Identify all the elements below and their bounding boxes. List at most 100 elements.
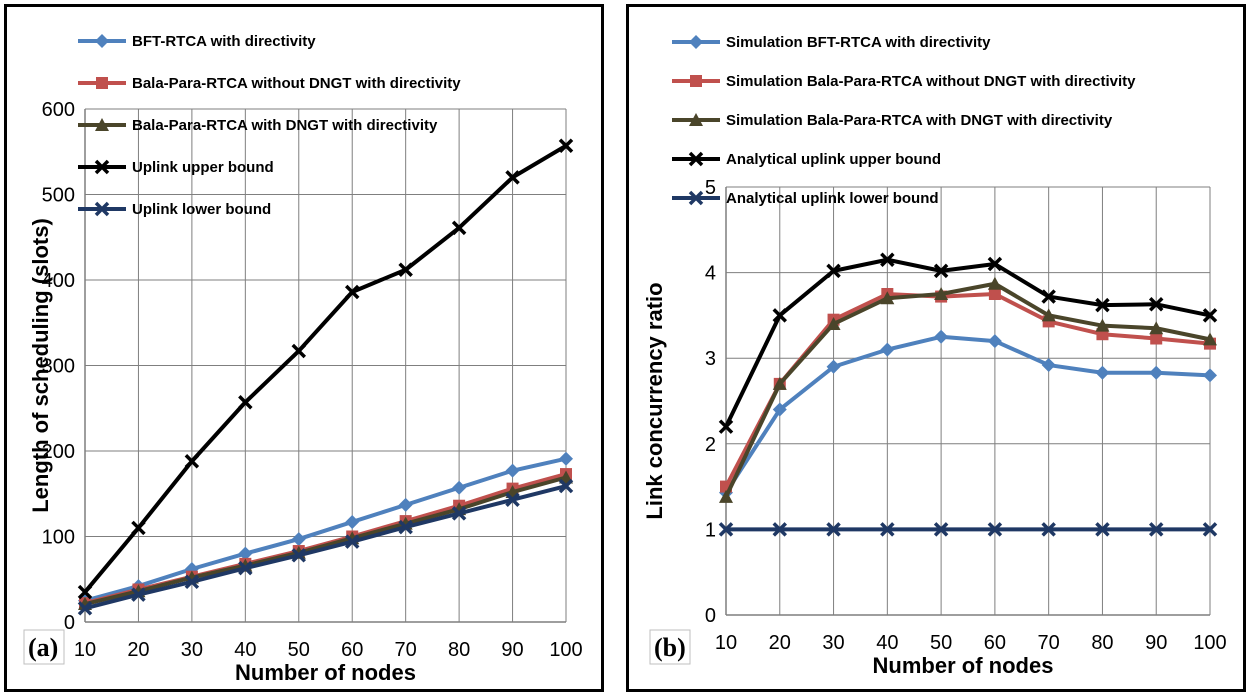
c0-series-0-point: [345, 514, 360, 529]
c0-series-3-point: [291, 343, 307, 359]
c1-series-4-point: [826, 522, 841, 537]
c1-series-3-point: [987, 256, 1003, 272]
chart-panel-b: 0 1 2 3 4 5 10 20 30 40 50 60 70 80 90 100 Number of nod…: [626, 4, 1246, 692]
c0-ytick-label: 100: [42, 527, 75, 549]
c0-series-3-line: [83, 144, 568, 594]
c1-series-0-point: [1203, 368, 1217, 383]
c0-series-0-point: [398, 497, 413, 512]
c1-series-2-point: [987, 276, 1002, 290]
c1-series-1-point: [988, 288, 1001, 300]
c0-ytick-label: 200: [42, 441, 75, 463]
c1-ytick-label: 0: [705, 605, 716, 627]
c1-series-3-point: [772, 308, 788, 323]
c0-xtick-label: 80: [448, 639, 470, 661]
c1-series-4-point: [1148, 522, 1164, 537]
c1-series-0-point: [1149, 365, 1164, 380]
c0-series-4-point: [77, 601, 93, 616]
c1-series-1: [720, 288, 1216, 493]
c0-series-4-point: [291, 548, 307, 563]
c0-legend-swatch-marker: [95, 34, 109, 48]
c1-series-2-point: [772, 376, 787, 390]
c0-legend-entry: BFT-RTCA with directivity: [132, 33, 316, 50]
c1-series-0-line: [724, 334, 1211, 494]
c1-series-4-point: [1041, 522, 1056, 537]
c0-series-3-point: [398, 262, 413, 277]
c1-series-0-point: [1041, 358, 1056, 373]
c1-series-0: [719, 329, 1217, 500]
c1-legend-entry: Simulation Bala-Para-RTCA without DNGT w…: [726, 73, 1136, 90]
c1-series-3-point: [880, 252, 895, 267]
c1-ytick-label: 4: [705, 263, 716, 285]
chart-a-svg: 0 100 200 300 400 500 600 10 20 30 40 50 60 70 80 90 100…: [23, 33, 583, 685]
c0-xtick-label: 90: [501, 639, 523, 661]
c1-legend-swatch-marker: [689, 35, 703, 49]
c1-xtick-label: 60: [984, 632, 1006, 654]
c0-panel-label: (a): [28, 633, 58, 662]
c1-xtick-label: 70: [1038, 632, 1060, 654]
c1-legend-entry: Simulation Bala-Para-RTCA with DNGT with…: [726, 112, 1113, 129]
c0-legend-swatch-marker: [94, 201, 110, 217]
c1-legend-entry: Analytical uplink upper bound: [726, 151, 941, 168]
c1-series-2-point: [1041, 308, 1056, 322]
c1-series-3-line: [724, 257, 1211, 428]
c0-series-3-point: [344, 284, 360, 300]
c0-series-4-point: [398, 519, 413, 535]
c1-series-2-point: [1149, 321, 1164, 335]
c0-series-4-point: [344, 534, 360, 549]
c1-series-4-point: [987, 522, 1003, 537]
c1-series-4-point: [880, 522, 895, 537]
chart-b-svg: 0 1 2 3 4 5 10 20 30 40 50 60 70 80 90 100 Number of nod…: [642, 34, 1227, 678]
c1-series-2-line: [724, 281, 1211, 498]
c1-xtick-label: 30: [822, 632, 844, 654]
c1-legend-swatch-marker: [689, 113, 703, 126]
c0-series-0-point: [291, 532, 306, 547]
c0-series-4: [77, 478, 574, 616]
c1-series-3-point: [1095, 297, 1110, 313]
c0-series-0-point: [559, 451, 573, 466]
c1-series-3-point: [1148, 297, 1164, 312]
c1-series-0-point: [826, 359, 841, 374]
c1-series-2-point: [719, 489, 733, 503]
c0-legend-swatch-marker: [94, 159, 110, 175]
c1-series-2-point: [934, 287, 949, 300]
c1-xtick-label: 40: [876, 632, 898, 654]
c1-x-axis-title: Number of nodes: [873, 653, 1054, 678]
c1-series-0-point: [934, 329, 949, 344]
c0-series-4-point: [131, 587, 146, 602]
c1-series-0-point: [1095, 365, 1110, 380]
c1-series-1-line: [724, 292, 1211, 488]
c0-xtick-label: 100: [549, 639, 582, 661]
c0-y-axis-title: Length of scheduling (slots): [28, 218, 53, 513]
c0-series-0-point: [238, 546, 253, 561]
c1-series-4-point: [718, 522, 734, 537]
c0-xtick-label: 60: [341, 639, 363, 661]
c1-series-0-point: [880, 342, 895, 357]
c1-series-3-point: [1041, 289, 1056, 304]
c1-series-1-point: [1150, 332, 1163, 345]
c1-ytick-label: 2: [705, 434, 716, 456]
c0-ytick-label: 0: [64, 612, 75, 634]
c1-ytick-label: 1: [705, 519, 716, 541]
c1-grid: [726, 186, 1211, 615]
c1-series-3-point: [826, 263, 841, 279]
c0-legend-entry: Uplink upper bound: [132, 159, 274, 176]
c1-series-2-point: [1095, 318, 1110, 332]
c0-series-4-point: [184, 574, 200, 590]
c0-panel-label-box: [23, 629, 65, 665]
c0-legend-entry: Uplink lower bound: [132, 201, 271, 218]
c1-series-4-point: [1202, 522, 1218, 537]
c0-x-axis-title: Number of nodes: [235, 660, 416, 685]
c1-panel-label-box: [649, 629, 691, 665]
c0-series-4-point: [238, 560, 253, 576]
c1-xtick-label: 100: [1193, 632, 1226, 654]
c0-series-3-point: [77, 584, 93, 600]
c0-series-4-point: [505, 492, 520, 507]
c0-series-3-point: [238, 395, 253, 410]
c1-y-axis-title: Link concurrency ratio: [642, 282, 667, 519]
c1-legend-swatch-marker: [688, 151, 704, 167]
c1-legend-entry: Simulation BFT-RTCA with directivity: [726, 34, 991, 51]
c0-series-3: [77, 138, 574, 600]
c0-xtick-label: 30: [181, 639, 203, 661]
c1-series-0-point: [987, 334, 1002, 349]
c1-series-0-point: [772, 402, 787, 417]
